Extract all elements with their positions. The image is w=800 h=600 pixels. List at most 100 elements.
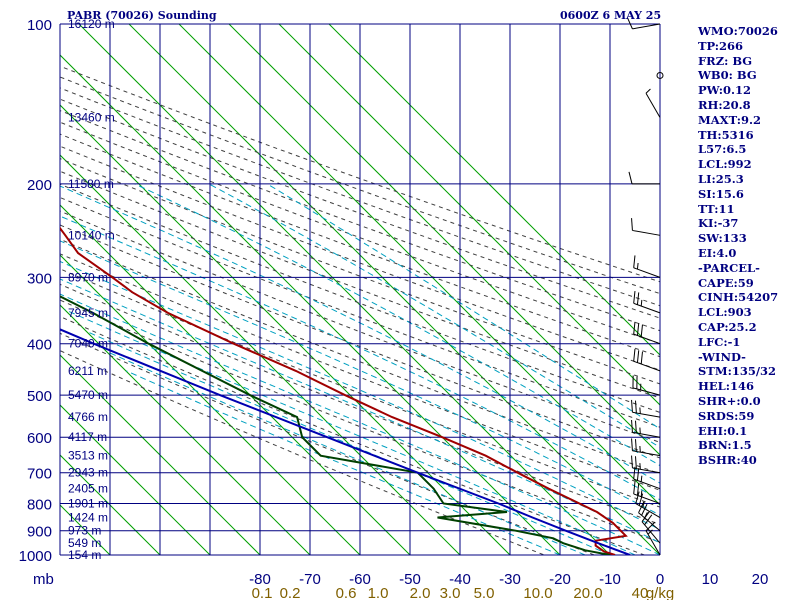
- wind-barb: [631, 455, 661, 474]
- stat-line: SHR+:0.0: [698, 393, 761, 408]
- stat-line: BSHR:40: [698, 453, 757, 468]
- wind-barb: [632, 375, 661, 396]
- barb-feather: [635, 491, 640, 504]
- isotherm-line: [60, 454, 161, 555]
- height-label: 10140 m: [68, 228, 115, 242]
- stat-line: SW:133: [698, 231, 747, 246]
- barb-feather: [631, 455, 633, 468]
- mixing-ratio-label: 2.0: [410, 585, 431, 600]
- wind-barb: [656, 71, 664, 79]
- barb-staff: [633, 267, 661, 278]
- barb-staff: [632, 23, 661, 30]
- temperature-line: [60, 226, 628, 555]
- barb-staff: [645, 93, 661, 118]
- barb-half-feather: [640, 475, 643, 482]
- moist-adiabat-line: [266, 183, 660, 430]
- stat-line: TH:5316: [698, 127, 754, 142]
- dry-adiabat-line: [60, 332, 596, 555]
- moist-adiabat-line: [64, 309, 636, 555]
- wind-barb: [628, 171, 660, 185]
- stat-line: -PARCEL-: [698, 260, 760, 275]
- wind-barb: [645, 88, 661, 118]
- barb-staff: [635, 503, 661, 518]
- barb-staff: [632, 467, 661, 474]
- barb-feather: [641, 503, 648, 516]
- dry-adiabat-line: [60, 315, 646, 555]
- barb-half-feather: [640, 299, 643, 307]
- pressure-unit-label: mb: [33, 571, 54, 588]
- isotherm-line: [228, 24, 660, 456]
- mixing-ratio-label: 5.0: [474, 585, 495, 600]
- height-label: 4117 m: [68, 430, 107, 444]
- barb-half-feather: [640, 490, 643, 497]
- wind-barb: [631, 399, 661, 418]
- pressure-tick-label: 500: [27, 388, 52, 405]
- stat-line: LCL:903: [698, 305, 752, 320]
- barb-staff: [645, 530, 661, 556]
- barb-staff: [632, 387, 661, 396]
- temperature-tick-label: -50: [399, 571, 421, 588]
- station-title: PABR (70026) Sounding: [67, 9, 217, 22]
- height-label: 973 m: [68, 524, 101, 538]
- stat-line: EI:4.0: [698, 245, 737, 260]
- barb-feather: [633, 481, 636, 495]
- moist-adiabat-lines: [60, 183, 660, 555]
- moist-adiabat-line: [87, 331, 611, 555]
- stat-line: EHI:0.1: [698, 423, 748, 438]
- wind-barb: [635, 491, 661, 518]
- barb-half-feather: [642, 501, 645, 508]
- stat-line: HEL:146: [698, 379, 754, 394]
- stat-line: LCL:992: [698, 157, 752, 172]
- height-label: 1424 m: [68, 511, 108, 525]
- temperature-tick-label: 10: [702, 571, 719, 588]
- barb-staff: [632, 229, 661, 236]
- isotherm-line: [60, 404, 211, 555]
- mixing-ratio-label: 10.0: [523, 585, 552, 600]
- barb-feather: [636, 482, 640, 496]
- wind-barbs: [626, 17, 664, 556]
- temperature-tick-label: -40: [449, 571, 471, 588]
- height-label: 4766 m: [68, 410, 108, 424]
- pressure-tick-label: 1000: [19, 548, 52, 565]
- wind-barb: [626, 17, 661, 30]
- grid-lines: [59, 23, 661, 556]
- barb-staff: [633, 302, 661, 314]
- barb-feather: [644, 514, 653, 526]
- sounding-series: [60, 226, 631, 555]
- height-label: 8970 m: [68, 270, 108, 284]
- isotherm-line: [60, 304, 311, 555]
- parcel-line: [60, 328, 631, 555]
- calm-circle: [656, 71, 664, 79]
- sounding-time: 0600Z 6 MAY 25: [560, 9, 662, 22]
- stat-line: TT:11: [698, 201, 735, 216]
- dry-adiabat-line: [60, 224, 660, 459]
- barb-feather: [634, 420, 637, 434]
- stat-line: WMO:70026: [698, 24, 778, 38]
- barb-half-feather: [636, 262, 639, 270]
- mixing-ratio-label: g/kg: [646, 585, 674, 600]
- stat-line: L57:6.5: [698, 142, 747, 157]
- barb-feather: [633, 290, 636, 304]
- mixing-ratio-label: 20.0: [573, 585, 602, 600]
- barb-staff: [632, 450, 661, 457]
- height-label: 7040 m: [68, 337, 108, 351]
- height-label: 5470 m: [68, 388, 108, 402]
- temperature-tick-label: -30: [499, 571, 521, 588]
- dry-adiabat-lines: [60, 65, 660, 555]
- barb-feather: [633, 321, 636, 335]
- height-label: 1901 m: [68, 497, 108, 511]
- temperature-tick-label: -10: [599, 571, 621, 588]
- height-label: 16120 m: [68, 17, 115, 31]
- barb-staff: [633, 333, 661, 345]
- height-label: 154 m: [68, 548, 101, 562]
- stat-line: SI:15.6: [698, 186, 744, 201]
- pressure-tick-label: 700: [27, 466, 52, 483]
- wind-barb: [645, 521, 661, 556]
- wind-barb: [633, 466, 661, 490]
- pressure-tick-label: 400: [27, 337, 52, 354]
- barb-feather: [633, 466, 636, 480]
- wind-barb: [633, 290, 661, 314]
- wind-barb: [633, 481, 661, 505]
- stat-line: KI:-37: [698, 216, 739, 231]
- barb-feather: [633, 348, 636, 362]
